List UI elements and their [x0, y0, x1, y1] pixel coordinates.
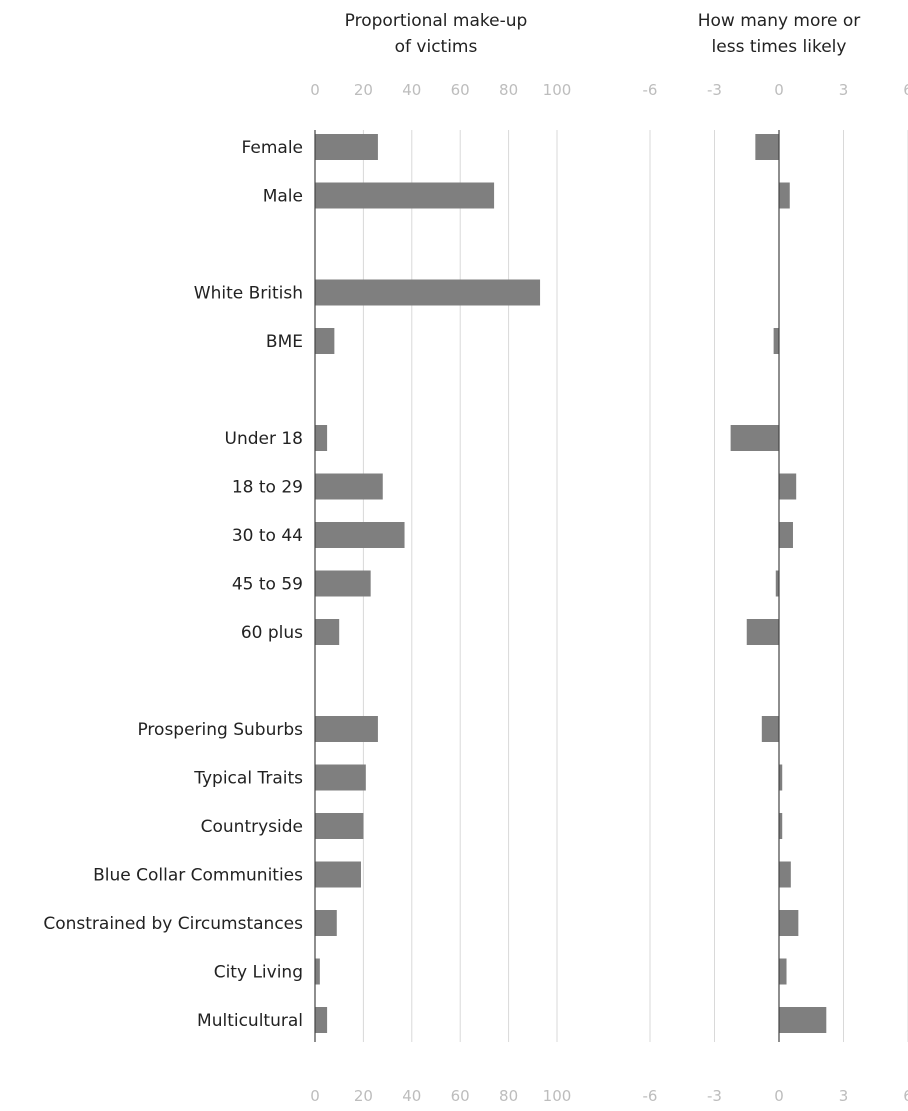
bar-white-british — [315, 279, 541, 306]
bar-prospering-suburbs — [761, 716, 779, 742]
bottom-tick-label: 40 — [402, 1087, 421, 1105]
bottom-tick-label: 0 — [310, 1087, 320, 1105]
category-label: Prospering Suburbs — [137, 720, 303, 740]
bar-female — [315, 134, 378, 160]
top-tick-label: 3 — [839, 81, 849, 99]
category-label: Constrained by Circumstances — [43, 914, 303, 934]
category-label: Countryside — [201, 817, 303, 837]
top-tick-label: 40 — [402, 81, 421, 99]
top-tick-label: -3 — [707, 81, 722, 99]
top-tick-label: 80 — [499, 81, 518, 99]
label-layer: 002020404060608080100100FemaleMaleWhite … — [43, 81, 908, 1105]
bar-constrained-by-circumstances — [779, 910, 799, 936]
bar-countryside — [315, 813, 364, 839]
bottom-tick-label: 20 — [354, 1087, 373, 1105]
bar-under-18 — [730, 425, 779, 451]
bar-constrained-by-circumstances — [315, 910, 337, 936]
bar-countryside — [779, 813, 783, 839]
bottom-tick-label: -3 — [707, 1087, 722, 1105]
bar-blue-collar-communities — [779, 861, 791, 888]
top-tick-label: 6 — [903, 81, 908, 99]
bottom-tick-label: -6 — [643, 1087, 658, 1105]
category-label: BME — [266, 332, 303, 352]
panel-title-2-line-2: less times likely — [712, 37, 847, 57]
bar-multicultural — [779, 1007, 827, 1033]
bottom-tick-label: 60 — [451, 1087, 470, 1105]
bar-30-to-44 — [779, 522, 793, 548]
top-tick-label: 0 — [310, 81, 320, 99]
title-layer: Proportional make-up of victims How many m… — [345, 11, 861, 57]
top-tick-label: 20 — [354, 81, 373, 99]
category-label: 60 plus — [241, 623, 303, 643]
bar-45-to-59 — [315, 570, 371, 597]
category-label: Male — [263, 187, 303, 207]
bar-multicultural — [315, 1007, 328, 1033]
category-label: City Living — [214, 963, 303, 983]
grid-layer — [314, 130, 908, 1042]
bar-bme — [315, 328, 335, 354]
bottom-tick-label: 0 — [774, 1087, 784, 1105]
bottom-tick-label: 100 — [543, 1087, 572, 1105]
bar-female — [755, 134, 779, 160]
bar-under-18 — [315, 425, 328, 451]
top-tick-label: 0 — [774, 81, 784, 99]
top-tick-label: 100 — [543, 81, 572, 99]
category-label: Female — [242, 138, 303, 158]
category-label: Typical Traits — [193, 769, 303, 789]
axis-layer — [314, 130, 780, 1042]
bar-30-to-44 — [315, 522, 405, 548]
panel-title-2-line-1: How many more or — [698, 11, 861, 31]
bar-city-living — [315, 958, 320, 985]
bar-18-to-29 — [315, 473, 383, 500]
panel-title-1-line-1: Proportional make-up — [345, 11, 528, 31]
bottom-tick-label: 3 — [839, 1087, 849, 1105]
bottom-tick-label: 80 — [499, 1087, 518, 1105]
category-label: Blue Collar Communities — [93, 866, 303, 886]
bar-male — [315, 182, 495, 209]
category-label: White British — [194, 284, 303, 304]
category-label: Multicultural — [197, 1011, 303, 1031]
category-label: 45 to 59 — [232, 575, 303, 595]
bar-layer — [315, 134, 827, 1033]
panel-title-1-line-2: of victims — [395, 37, 478, 57]
bar-male — [779, 182, 790, 209]
top-tick-label: 60 — [451, 81, 470, 99]
category-label: Under 18 — [225, 429, 304, 449]
bottom-tick-label: 6 — [903, 1087, 908, 1105]
bar-typical-traits — [779, 764, 783, 791]
bar-bme — [773, 328, 779, 354]
bar-typical-traits — [315, 764, 366, 791]
bar-60-plus — [746, 619, 779, 645]
bar-prospering-suburbs — [315, 716, 378, 742]
bar-blue-collar-communities — [315, 861, 361, 888]
top-tick-label: -6 — [643, 81, 658, 99]
bar-18-to-29 — [779, 473, 797, 500]
bar-60-plus — [315, 619, 340, 645]
category-label: 30 to 44 — [232, 526, 303, 546]
bar-45-to-59 — [775, 570, 779, 597]
bar-city-living — [779, 958, 787, 985]
category-label: 18 to 29 — [232, 478, 303, 498]
